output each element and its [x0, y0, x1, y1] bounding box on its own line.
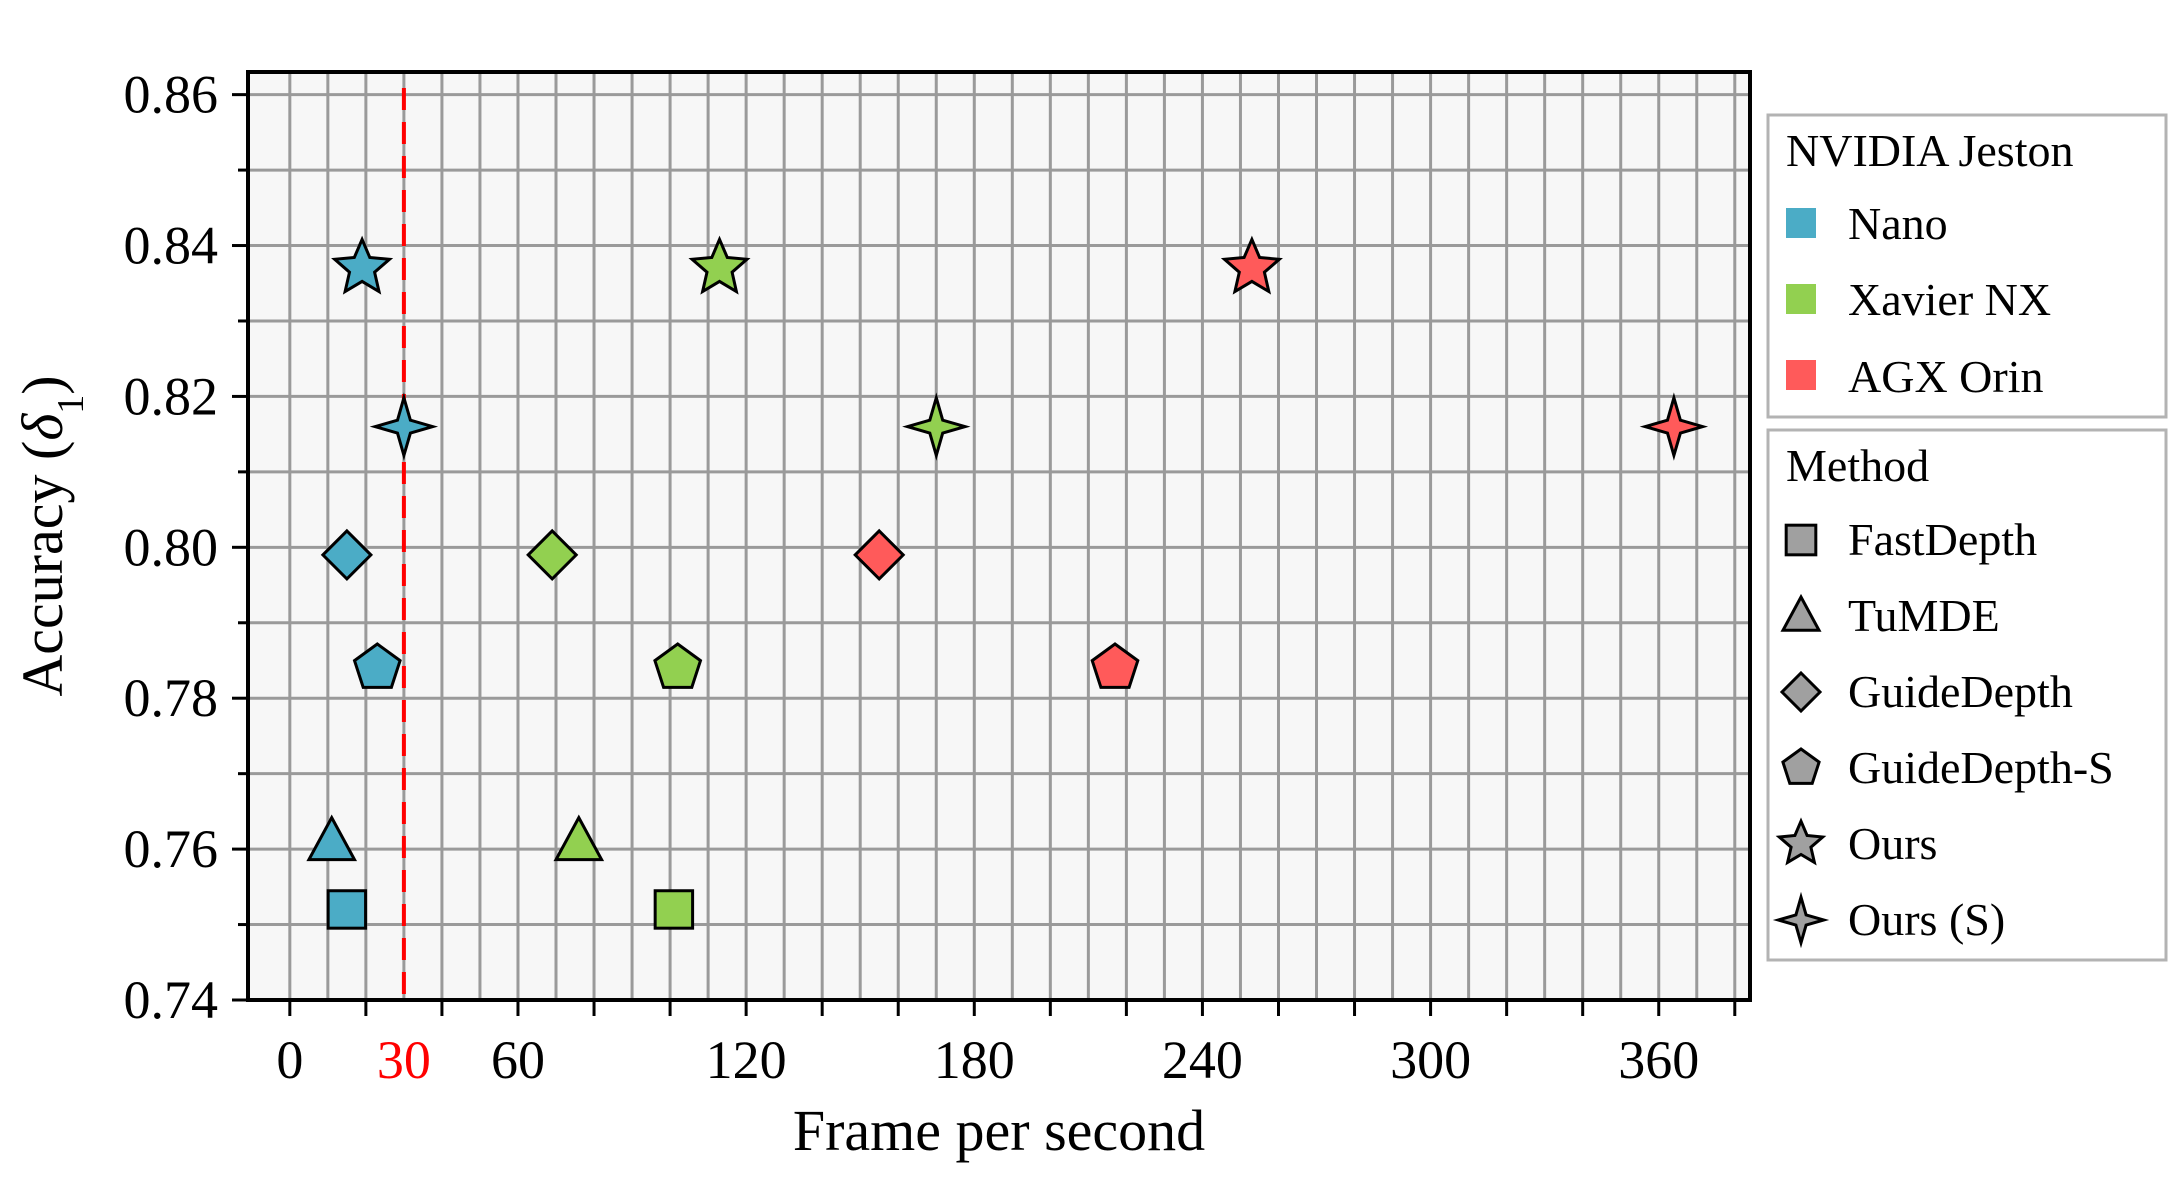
point-nano-guidedepth: [320, 528, 374, 582]
legend-label-guidedepth-s: GuideDepth-S: [1848, 742, 2114, 793]
point-xavier-nx-fastdepth: [653, 889, 695, 930]
x-tick-label-60: 60: [491, 1030, 545, 1090]
point-nano-fastdepth: [326, 889, 368, 930]
plot-area: [248, 72, 1750, 1000]
y-tick-label-0-84: 0.84: [124, 216, 219, 276]
y-tick-label-0-78: 0.78: [124, 668, 219, 728]
legend-label-xavier-nx: Xavier NX: [1848, 274, 2051, 325]
y-tick-label-0-82: 0.82: [124, 366, 219, 426]
legend-swatch-nano: [1786, 208, 1816, 238]
legend-methods-box: [1766, 428, 2168, 962]
legend-marker-guidedepth-s: [1781, 747, 1821, 785]
x-tick-label-240: 240: [1162, 1030, 1243, 1090]
grid: [248, 72, 1750, 1002]
legend-devices-title: NVIDIA Jeston: [1786, 125, 2073, 176]
x-tick-label-30: 30: [377, 1030, 431, 1090]
legend-swatch-xavier-nx: [1786, 284, 1816, 314]
point-xavier-nx-guidedepth: [526, 528, 579, 582]
legend-label-tumde: TuMDE: [1848, 590, 2000, 641]
y-tick-label-0-80: 0.80: [124, 517, 219, 577]
point-agx-orin-ours: [1220, 235, 1283, 295]
point-nano-ours: [331, 235, 394, 295]
x-tick-label-0: 0: [276, 1030, 303, 1090]
point-xavier-nx-guidedepth-s: [653, 642, 703, 689]
y-axis-title: Accuracy (δ1): [10, 375, 92, 696]
x-axis-title: Frame per second: [793, 1098, 1205, 1163]
y-axis-title-main: Accuracy (: [10, 441, 75, 697]
data-points: [306, 235, 1709, 930]
legend-label-ours: Ours: [1848, 818, 1937, 869]
point-xavier-nx-ours: [688, 235, 751, 295]
point-agx-orin-guidedepth-s: [1090, 642, 1140, 689]
y-tick-label-0-74: 0.74: [124, 970, 219, 1030]
plot-frame: [246, 70, 1752, 1002]
legend-swatch-agx-orin: [1786, 360, 1816, 390]
x-tick-label-360: 360: [1618, 1030, 1699, 1090]
axis-ticks: [232, 93, 1737, 1016]
legend-marker-ours-s: [1772, 891, 1830, 949]
y-axis-title-subscript: 1: [50, 395, 92, 414]
legend-methods-title: Method: [1786, 440, 1929, 491]
legend-label-ours-s: Ours (S): [1848, 894, 2005, 945]
x-tick-label-120: 120: [706, 1030, 787, 1090]
legend-devices-box: [1766, 113, 2168, 419]
y-axis-title-symbol: δ: [10, 413, 75, 441]
y-tick-label-0-86: 0.86: [124, 65, 219, 125]
legend-marker-guidedepth: [1779, 670, 1823, 714]
point-xavier-nx-ours-s: [902, 392, 971, 461]
y-axis-title-close: ): [10, 375, 75, 394]
legend-label-agx-orin: AGX Orin: [1848, 351, 2043, 402]
x-tick-label-180: 180: [934, 1030, 1015, 1090]
legend-marker-fastdepth: [1784, 523, 1818, 557]
legend-label-nano: Nano: [1848, 198, 1948, 249]
point-nano-guidedepth-s: [352, 642, 402, 689]
legend-label-guidedepth: GuideDepth: [1848, 666, 2073, 717]
x-tick-labels: 0 30 60 120 180 240 300 360: [276, 1030, 1699, 1090]
y-tick-labels: 0.74 0.76 0.78 0.80 0.82 0.84 0.86: [124, 65, 219, 1030]
point-agx-orin-guidedepth: [853, 528, 906, 582]
legend-methods: Method FastDepth TuMDE GuideDepth GuideD…: [1766, 428, 2168, 962]
legend-marker-ours: [1775, 817, 1827, 866]
point-xavier-nx-tumde: [553, 814, 605, 862]
legend-marker-tumde: [1780, 593, 1822, 632]
y-tick-label-0-76: 0.76: [124, 819, 219, 879]
point-nano-ours-s: [369, 392, 439, 461]
legend-devices: NVIDIA Jeston Nano Xavier NX AGX Orin: [1766, 113, 2168, 419]
legend-label-fastdepth: FastDepth: [1848, 514, 2037, 565]
legend-method-markers: [1772, 523, 1830, 949]
point-agx-orin-ours-s: [1639, 392, 1709, 461]
x-tick-label-300: 300: [1390, 1030, 1471, 1090]
point-nano-tumde: [306, 814, 358, 862]
